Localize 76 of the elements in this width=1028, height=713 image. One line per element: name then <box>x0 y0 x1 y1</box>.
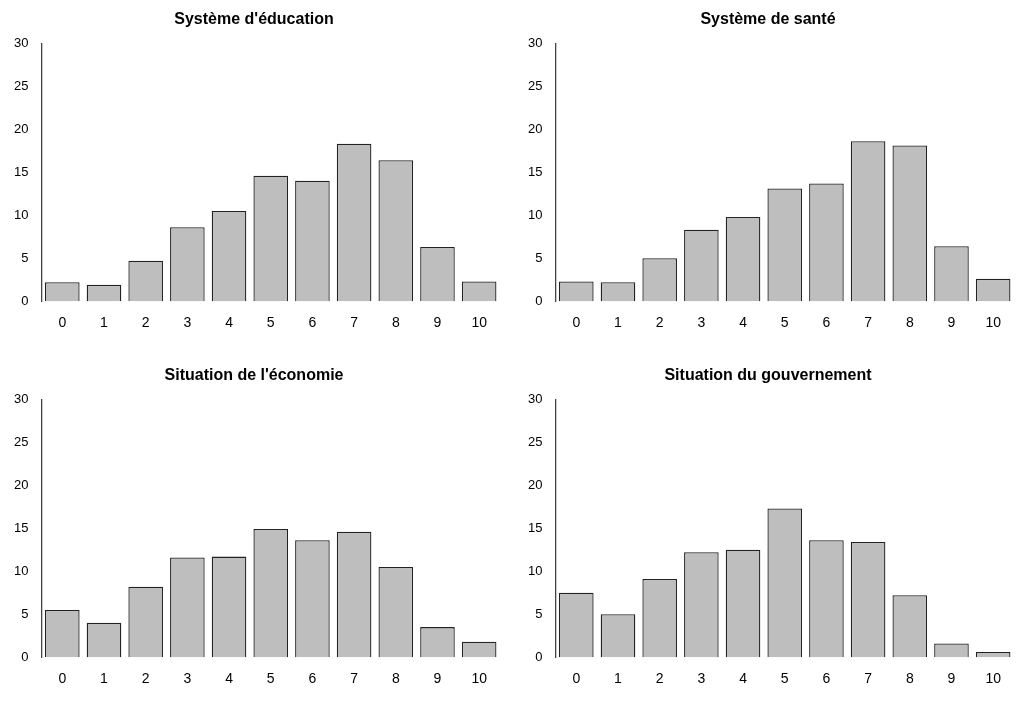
x-tick-label: 9 <box>947 314 956 331</box>
x-tick-label: 1 <box>100 314 109 331</box>
x-tick-label: 7 <box>864 670 873 687</box>
x-tick-label: 2 <box>141 314 150 331</box>
x-tick-label: 5 <box>266 670 275 687</box>
x-tick-label: 6 <box>308 314 317 331</box>
x-tick-label: 9 <box>433 670 442 687</box>
x-tick-label: 4 <box>225 314 234 331</box>
x-tick-label: 3 <box>697 670 706 687</box>
x-tick-label: 8 <box>391 670 400 687</box>
x-tick-label: 8 <box>905 314 914 331</box>
y-tick-label: 10 <box>527 562 543 578</box>
x-tick-label: 4 <box>739 670 748 687</box>
x-tick-label: 10 <box>985 670 1002 687</box>
x-tick-label: 8 <box>391 314 400 331</box>
x-tick-label: 3 <box>183 670 192 687</box>
x-tick-label: 1 <box>100 670 109 687</box>
y-tick-label: 5 <box>21 249 29 265</box>
y-tick-label: 5 <box>21 605 29 621</box>
x-tick-label: 0 <box>572 670 581 687</box>
y-tick-label: 20 <box>527 476 543 492</box>
y-tick-label: 5 <box>535 249 543 265</box>
x-tick-label: 7 <box>350 670 359 687</box>
y-tick-label: 10 <box>527 206 543 222</box>
y-tick-label: 15 <box>527 519 543 535</box>
x-tick-label: 0 <box>58 670 67 687</box>
x-tick-label: 2 <box>655 670 664 687</box>
y-tick-label: 20 <box>13 476 29 492</box>
x-tick-label: 10 <box>985 314 1002 331</box>
x-tick-label: 2 <box>655 314 664 331</box>
x-tick-label: 8 <box>905 670 914 687</box>
x-tick-label: 6 <box>822 670 831 687</box>
y-tick-label: 0 <box>535 292 543 308</box>
x-tick-label: 6 <box>822 314 831 331</box>
y-tick-label: 0 <box>21 292 29 308</box>
x-tick-label: 0 <box>572 314 581 331</box>
y-tick-label: 15 <box>13 519 29 535</box>
x-tick-label: 4 <box>225 670 234 687</box>
x-tick-label: 1 <box>614 314 623 331</box>
y-tick-label: 25 <box>527 433 543 449</box>
x-tick-label: 1 <box>614 670 623 687</box>
y-tick-label: 0 <box>535 648 543 664</box>
chart-title: Système d'éducation <box>174 10 334 28</box>
x-tick-label: 9 <box>947 670 956 687</box>
y-tick-label: 15 <box>527 163 543 179</box>
y-tick-label: 30 <box>527 390 543 406</box>
x-tick-label: 6 <box>308 670 317 687</box>
y-tick-label: 30 <box>13 34 29 50</box>
x-tick-label: 5 <box>780 670 789 687</box>
y-tick-label: 20 <box>527 120 543 136</box>
x-tick-label: 7 <box>350 314 359 331</box>
y-tick-label: 10 <box>13 562 29 578</box>
x-tick-label: 3 <box>183 314 192 331</box>
chart-title: Système de santé <box>700 10 836 28</box>
x-tick-label: 5 <box>780 314 789 331</box>
x-tick-label: 0 <box>58 314 67 331</box>
x-tick-label: 5 <box>266 314 275 331</box>
y-tick-label: 15 <box>13 163 29 179</box>
y-tick-label: 5 <box>535 605 543 621</box>
y-tick-label: 20 <box>13 120 29 136</box>
x-tick-label: 10 <box>471 314 488 331</box>
chart-title: Situation du gouvernement <box>664 366 873 384</box>
y-tick-label: 30 <box>13 390 29 406</box>
x-tick-label: 3 <box>697 314 706 331</box>
y-tick-label: 25 <box>527 77 543 93</box>
y-tick-label: 30 <box>527 34 543 50</box>
x-tick-label: 2 <box>141 670 150 687</box>
x-tick-label: 4 <box>739 314 748 331</box>
x-tick-label: 7 <box>864 314 873 331</box>
y-tick-label: 10 <box>13 206 29 222</box>
chart-title: Situation de l'économie <box>164 366 344 384</box>
y-tick-label: 25 <box>13 433 29 449</box>
y-tick-label: 25 <box>13 77 29 93</box>
x-tick-label: 10 <box>471 670 488 687</box>
x-tick-label: 9 <box>433 314 442 331</box>
y-tick-label: 0 <box>21 648 29 664</box>
